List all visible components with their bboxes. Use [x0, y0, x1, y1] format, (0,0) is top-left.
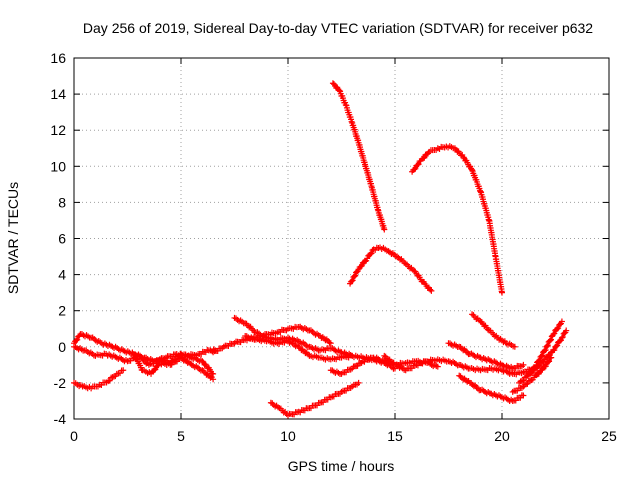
series-arc10	[347, 244, 435, 294]
series-arc11	[409, 143, 505, 296]
point-markers	[524, 327, 570, 379]
x-tick-label: 5	[177, 428, 185, 444]
y-tick-label: 6	[58, 231, 66, 247]
series-arc17	[516, 318, 565, 386]
point-markers	[381, 352, 538, 378]
y-axis-label: SDTVAR / TECUs	[5, 182, 21, 294]
series-arc2	[71, 343, 217, 377]
x-axis-label: GPS time / hours	[288, 458, 395, 474]
axis-ticks: 0 5 10 15 20 25 -4 -2 0 2 4 6 8 10 12 14 16	[50, 50, 617, 444]
series-arc4	[130, 351, 217, 383]
point-markers	[267, 379, 362, 419]
y-tick-label: 2	[58, 303, 66, 319]
point-markers	[445, 340, 527, 372]
x-tick-label: 25	[601, 428, 617, 444]
y-tick-label: 16	[50, 50, 66, 66]
point-markers	[71, 367, 127, 392]
point-markers	[509, 354, 555, 395]
point-markers	[130, 351, 217, 383]
y-tick-label: 4	[58, 267, 66, 283]
chart-title: Day 256 of 2019, Sidereal Day-to-day VTE…	[83, 20, 593, 36]
y-tick-label: 10	[50, 158, 66, 174]
x-tick-label: 20	[494, 428, 510, 444]
x-tick-label: 0	[70, 428, 78, 444]
y-tick-label: 12	[50, 122, 66, 138]
data-points	[71, 80, 570, 419]
x-tick-label: 10	[280, 428, 296, 444]
point-markers	[347, 244, 435, 294]
series-arc16	[469, 311, 518, 350]
point-markers	[329, 80, 388, 233]
series-arc8	[267, 379, 362, 419]
point-markers	[409, 143, 505, 296]
y-tick-label: 8	[58, 194, 66, 210]
point-markers	[516, 318, 565, 386]
y-tick-label: 14	[50, 86, 66, 102]
y-tick-label: -2	[54, 375, 67, 391]
y-tick-label: -4	[54, 411, 67, 427]
point-markers	[71, 343, 217, 377]
series-arc19	[509, 354, 555, 395]
x-tick-label: 15	[387, 428, 403, 444]
series-arc18	[524, 327, 570, 379]
series-arc15	[456, 372, 527, 404]
series-arc14	[445, 340, 527, 372]
grid-lines	[74, 58, 609, 419]
series-arc3	[71, 367, 127, 392]
point-markers	[456, 372, 527, 404]
series-arc13	[381, 352, 538, 378]
y-tick-label: 0	[58, 339, 66, 355]
series-arc9	[329, 80, 388, 233]
point-markers	[469, 311, 518, 350]
